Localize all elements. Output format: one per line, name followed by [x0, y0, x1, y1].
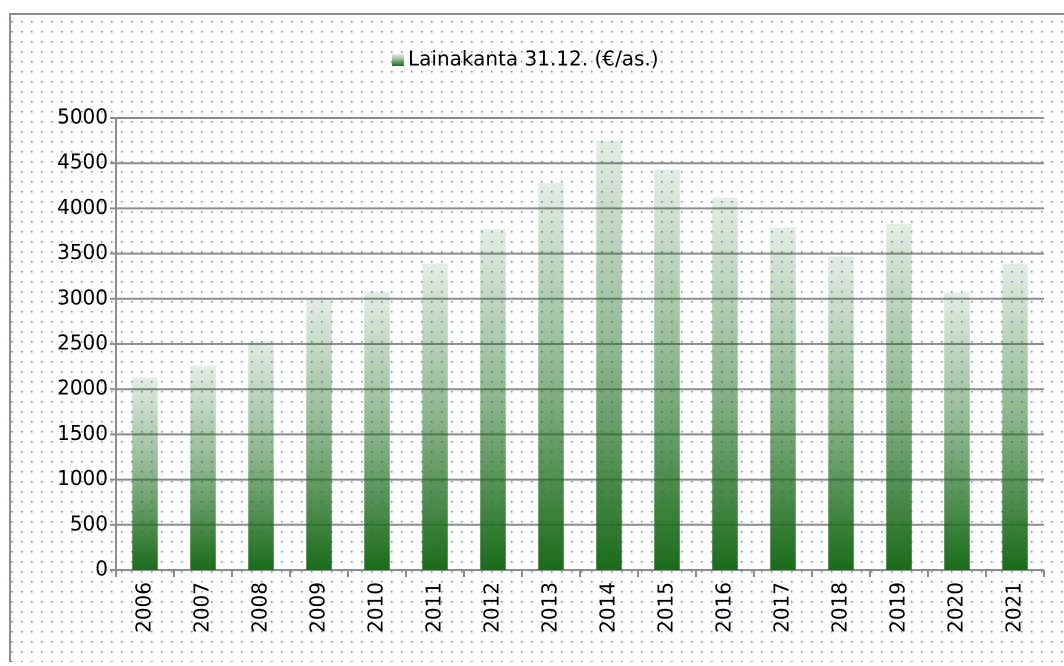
y-tick-label: 3500	[57, 240, 108, 264]
bar	[828, 256, 854, 570]
bar	[422, 263, 448, 570]
x-tick-label: 2006	[132, 582, 156, 633]
x-tick-label: 2017	[770, 582, 794, 633]
bar	[1002, 263, 1028, 570]
bar	[132, 377, 158, 570]
y-tick-label: 4500	[57, 150, 108, 174]
bar	[770, 227, 796, 570]
bar	[364, 291, 390, 570]
y-tick-label: 2500	[57, 331, 108, 355]
x-tick-label: 2011	[422, 582, 446, 633]
bar	[654, 169, 680, 570]
x-tick-label: 2014	[596, 582, 620, 633]
y-tick-label: 2000	[57, 376, 108, 400]
bar	[886, 223, 912, 570]
bar	[480, 229, 506, 570]
y-tick-label: 1000	[57, 466, 108, 490]
bar	[248, 341, 274, 570]
y-tick-label: 1500	[57, 421, 108, 445]
bar	[190, 365, 216, 570]
x-tick-label: 2015	[654, 582, 678, 633]
y-tick-label: 500	[70, 511, 108, 535]
bar	[944, 292, 970, 570]
x-tick-label: 2019	[886, 582, 910, 633]
x-tick-label: 2021	[1002, 582, 1026, 633]
y-tick-label: 4000	[57, 195, 108, 219]
x-tick-label: 2020	[944, 582, 968, 633]
legend-label: Lainakanta 31.12. (€/as.)	[408, 47, 659, 71]
x-tick-label: 2010	[364, 582, 388, 633]
x-tick-label: 2008	[248, 582, 272, 633]
legend-swatch	[392, 54, 404, 66]
x-tick-label: 2007	[190, 582, 214, 633]
x-tick-label: 2009	[306, 582, 330, 633]
bar	[306, 298, 332, 570]
bar	[712, 197, 738, 570]
x-tick-label: 2016	[712, 582, 736, 633]
bar	[538, 183, 564, 570]
x-tick-label: 2018	[828, 582, 852, 633]
y-tick-label: 0	[95, 557, 108, 581]
y-tick-label: 3000	[57, 285, 108, 309]
x-tick-label: 2013	[538, 582, 562, 633]
x-tick-label: 2012	[480, 582, 504, 633]
bar	[596, 140, 622, 570]
y-tick-label: 5000	[57, 105, 108, 129]
